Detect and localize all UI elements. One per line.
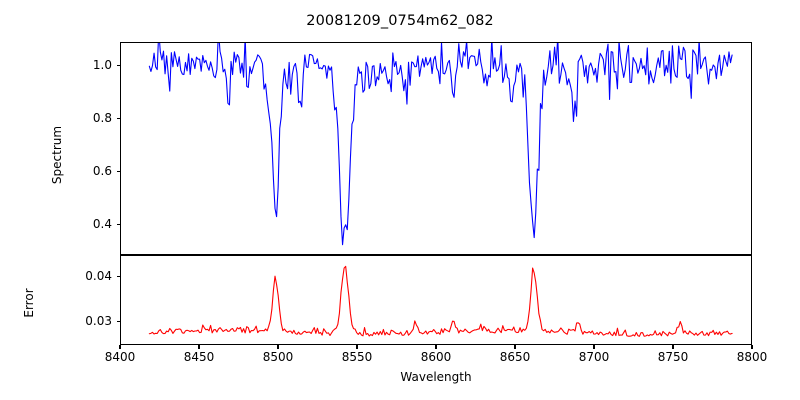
x-tick-mark bbox=[672, 345, 674, 349]
x-tick-label: 8750 bbox=[657, 350, 689, 364]
page-title: 20081209_0754m62_082 bbox=[306, 13, 494, 29]
y-tick-mark-error bbox=[116, 276, 120, 278]
x-tick-mark bbox=[198, 345, 200, 349]
x-tick-label: 8600 bbox=[420, 350, 452, 364]
error-panel bbox=[120, 255, 752, 345]
x-tick-label: 8400 bbox=[104, 350, 136, 364]
y-tick-label-spectrum: 0.6 bbox=[92, 163, 112, 178]
y-tick-label-error: 0.03 bbox=[85, 313, 112, 328]
y-tick-mark-spectrum bbox=[116, 118, 120, 120]
x-tick-label: 8650 bbox=[499, 350, 531, 364]
x-tick-mark bbox=[751, 345, 753, 349]
x-tick-mark bbox=[514, 345, 516, 349]
x-tick-mark bbox=[119, 345, 121, 349]
x-tick-label: 8700 bbox=[578, 350, 610, 364]
x-tick-mark bbox=[356, 345, 358, 349]
x-tick-label: 8800 bbox=[736, 350, 768, 364]
y-axis-label-error: Error bbox=[22, 288, 36, 318]
x-tick-mark bbox=[277, 345, 279, 349]
x-tick-mark bbox=[435, 345, 437, 349]
y-tick-label-spectrum: 1.0 bbox=[92, 57, 112, 72]
x-tick-label: 8550 bbox=[341, 350, 373, 364]
y-tick-label-spectrum: 0.4 bbox=[92, 216, 112, 231]
x-tick-label: 8500 bbox=[262, 350, 294, 364]
y-tick-mark-spectrum bbox=[116, 65, 120, 67]
y-tick-mark-error bbox=[116, 321, 120, 323]
y-tick-label-spectrum: 0.8 bbox=[92, 110, 112, 125]
y-tick-label-error: 0.04 bbox=[85, 268, 112, 283]
y-tick-mark-spectrum bbox=[116, 171, 120, 173]
x-tick-label: 8450 bbox=[183, 350, 215, 364]
error-plot-area bbox=[148, 265, 733, 337]
y-tick-mark-spectrum bbox=[116, 224, 120, 226]
spectrum-panel bbox=[120, 42, 752, 255]
x-tick-mark bbox=[593, 345, 595, 349]
error-line bbox=[148, 265, 733, 337]
spectrum-line bbox=[148, 43, 733, 246]
x-axis-label: Wavelength bbox=[400, 370, 472, 384]
spectrum-plot-area bbox=[148, 43, 733, 246]
